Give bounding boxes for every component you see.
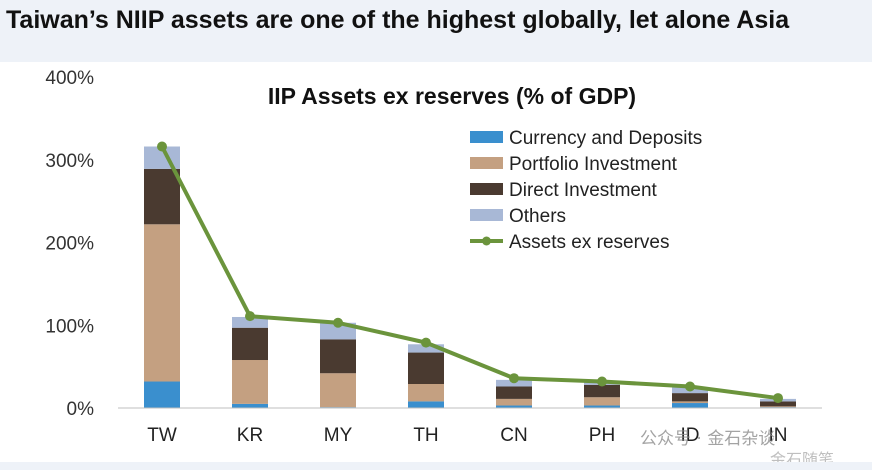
legend-swatch xyxy=(470,157,503,169)
legend-label: Assets ex reserves xyxy=(509,232,670,253)
bars xyxy=(144,146,796,408)
bar-direct-investment xyxy=(584,384,620,398)
bar-others xyxy=(232,316,268,328)
assets-ex-reserves-point xyxy=(245,311,255,322)
x-tick-label: KR xyxy=(237,425,263,446)
x-axis: TW KR MY TH CN PH ID IN xyxy=(118,407,822,446)
x-tick-label: CN xyxy=(500,425,527,446)
legend-label: Direct Investment xyxy=(509,180,658,201)
bar-direct-investment xyxy=(760,401,796,407)
assets-ex-reserves-point xyxy=(157,141,167,152)
y-tick-label: 100% xyxy=(45,316,94,337)
y-axis: 0% 100% 200% 300% 400% xyxy=(45,68,94,420)
bar-currency-and-deposits xyxy=(496,405,532,408)
line-series xyxy=(157,141,783,404)
x-tick-label: TH xyxy=(413,425,438,446)
bar-others xyxy=(408,344,444,353)
assets-ex-reserves-point xyxy=(685,381,695,392)
bar-portfolio-investment xyxy=(760,406,796,408)
assets-ex-reserves-point xyxy=(773,393,783,404)
legend-line-marker xyxy=(482,236,491,246)
bar-portfolio-investment xyxy=(232,360,268,404)
x-tick-label: ID xyxy=(681,425,700,446)
bar-portfolio-investment xyxy=(144,224,180,382)
y-tick-label: 200% xyxy=(45,234,94,255)
bar-currency-and-deposits xyxy=(144,381,180,408)
legend-swatch xyxy=(470,183,503,195)
legend-label: Portfolio Investment xyxy=(509,154,678,175)
bar-portfolio-investment xyxy=(496,398,532,406)
bar-portfolio-investment xyxy=(320,373,356,408)
legend-label: Others xyxy=(509,206,566,227)
bar-direct-investment xyxy=(320,339,356,374)
page-title: Taiwan’s NIIP assets are one of the high… xyxy=(6,6,790,34)
bar-portfolio-investment xyxy=(584,397,620,406)
bar-currency-and-deposits xyxy=(672,403,708,408)
assets-ex-reserves-point xyxy=(597,376,607,387)
x-tick-label: MY xyxy=(324,425,353,446)
bar-currency-and-deposits xyxy=(408,401,444,408)
bar-others xyxy=(320,322,356,340)
bar-portfolio-investment xyxy=(408,384,444,402)
bar-currency-and-deposits xyxy=(584,405,620,408)
legend-label: Currency and Deposits xyxy=(509,128,702,149)
watermark: 公众号 · 金石杂谈 xyxy=(640,429,776,449)
chart-title: IIP Assets ex reserves (% of GDP) xyxy=(268,83,636,109)
assets-ex-reserves-point xyxy=(333,317,343,328)
bar-currency-and-deposits xyxy=(232,403,268,408)
assets-ex-reserves-line xyxy=(160,145,779,401)
assets-ex-reserves-point xyxy=(509,373,519,384)
y-tick-label: 400% xyxy=(45,68,94,89)
x-tick-label: TW xyxy=(147,425,177,446)
bar-direct-investment xyxy=(144,168,180,225)
y-tick-label: 300% xyxy=(45,151,94,172)
bottom-band xyxy=(0,462,872,470)
x-tick-label: IN xyxy=(769,425,788,446)
bar-direct-investment xyxy=(408,352,444,385)
bar-direct-investment xyxy=(232,327,268,361)
y-tick-label: 0% xyxy=(67,399,95,420)
header-band: Taiwan’s NIIP assets are one of the high… xyxy=(0,0,872,62)
bar-direct-investment xyxy=(672,393,708,402)
legend-swatch xyxy=(470,209,503,221)
bar-direct-investment xyxy=(496,386,532,399)
legend-swatch xyxy=(470,131,503,143)
bar-portfolio-investment xyxy=(672,401,708,404)
assets-ex-reserves-point xyxy=(421,337,431,348)
legend: Currency and Deposits Portfolio Investmen… xyxy=(470,128,702,253)
x-tick-label: PH xyxy=(589,425,615,446)
